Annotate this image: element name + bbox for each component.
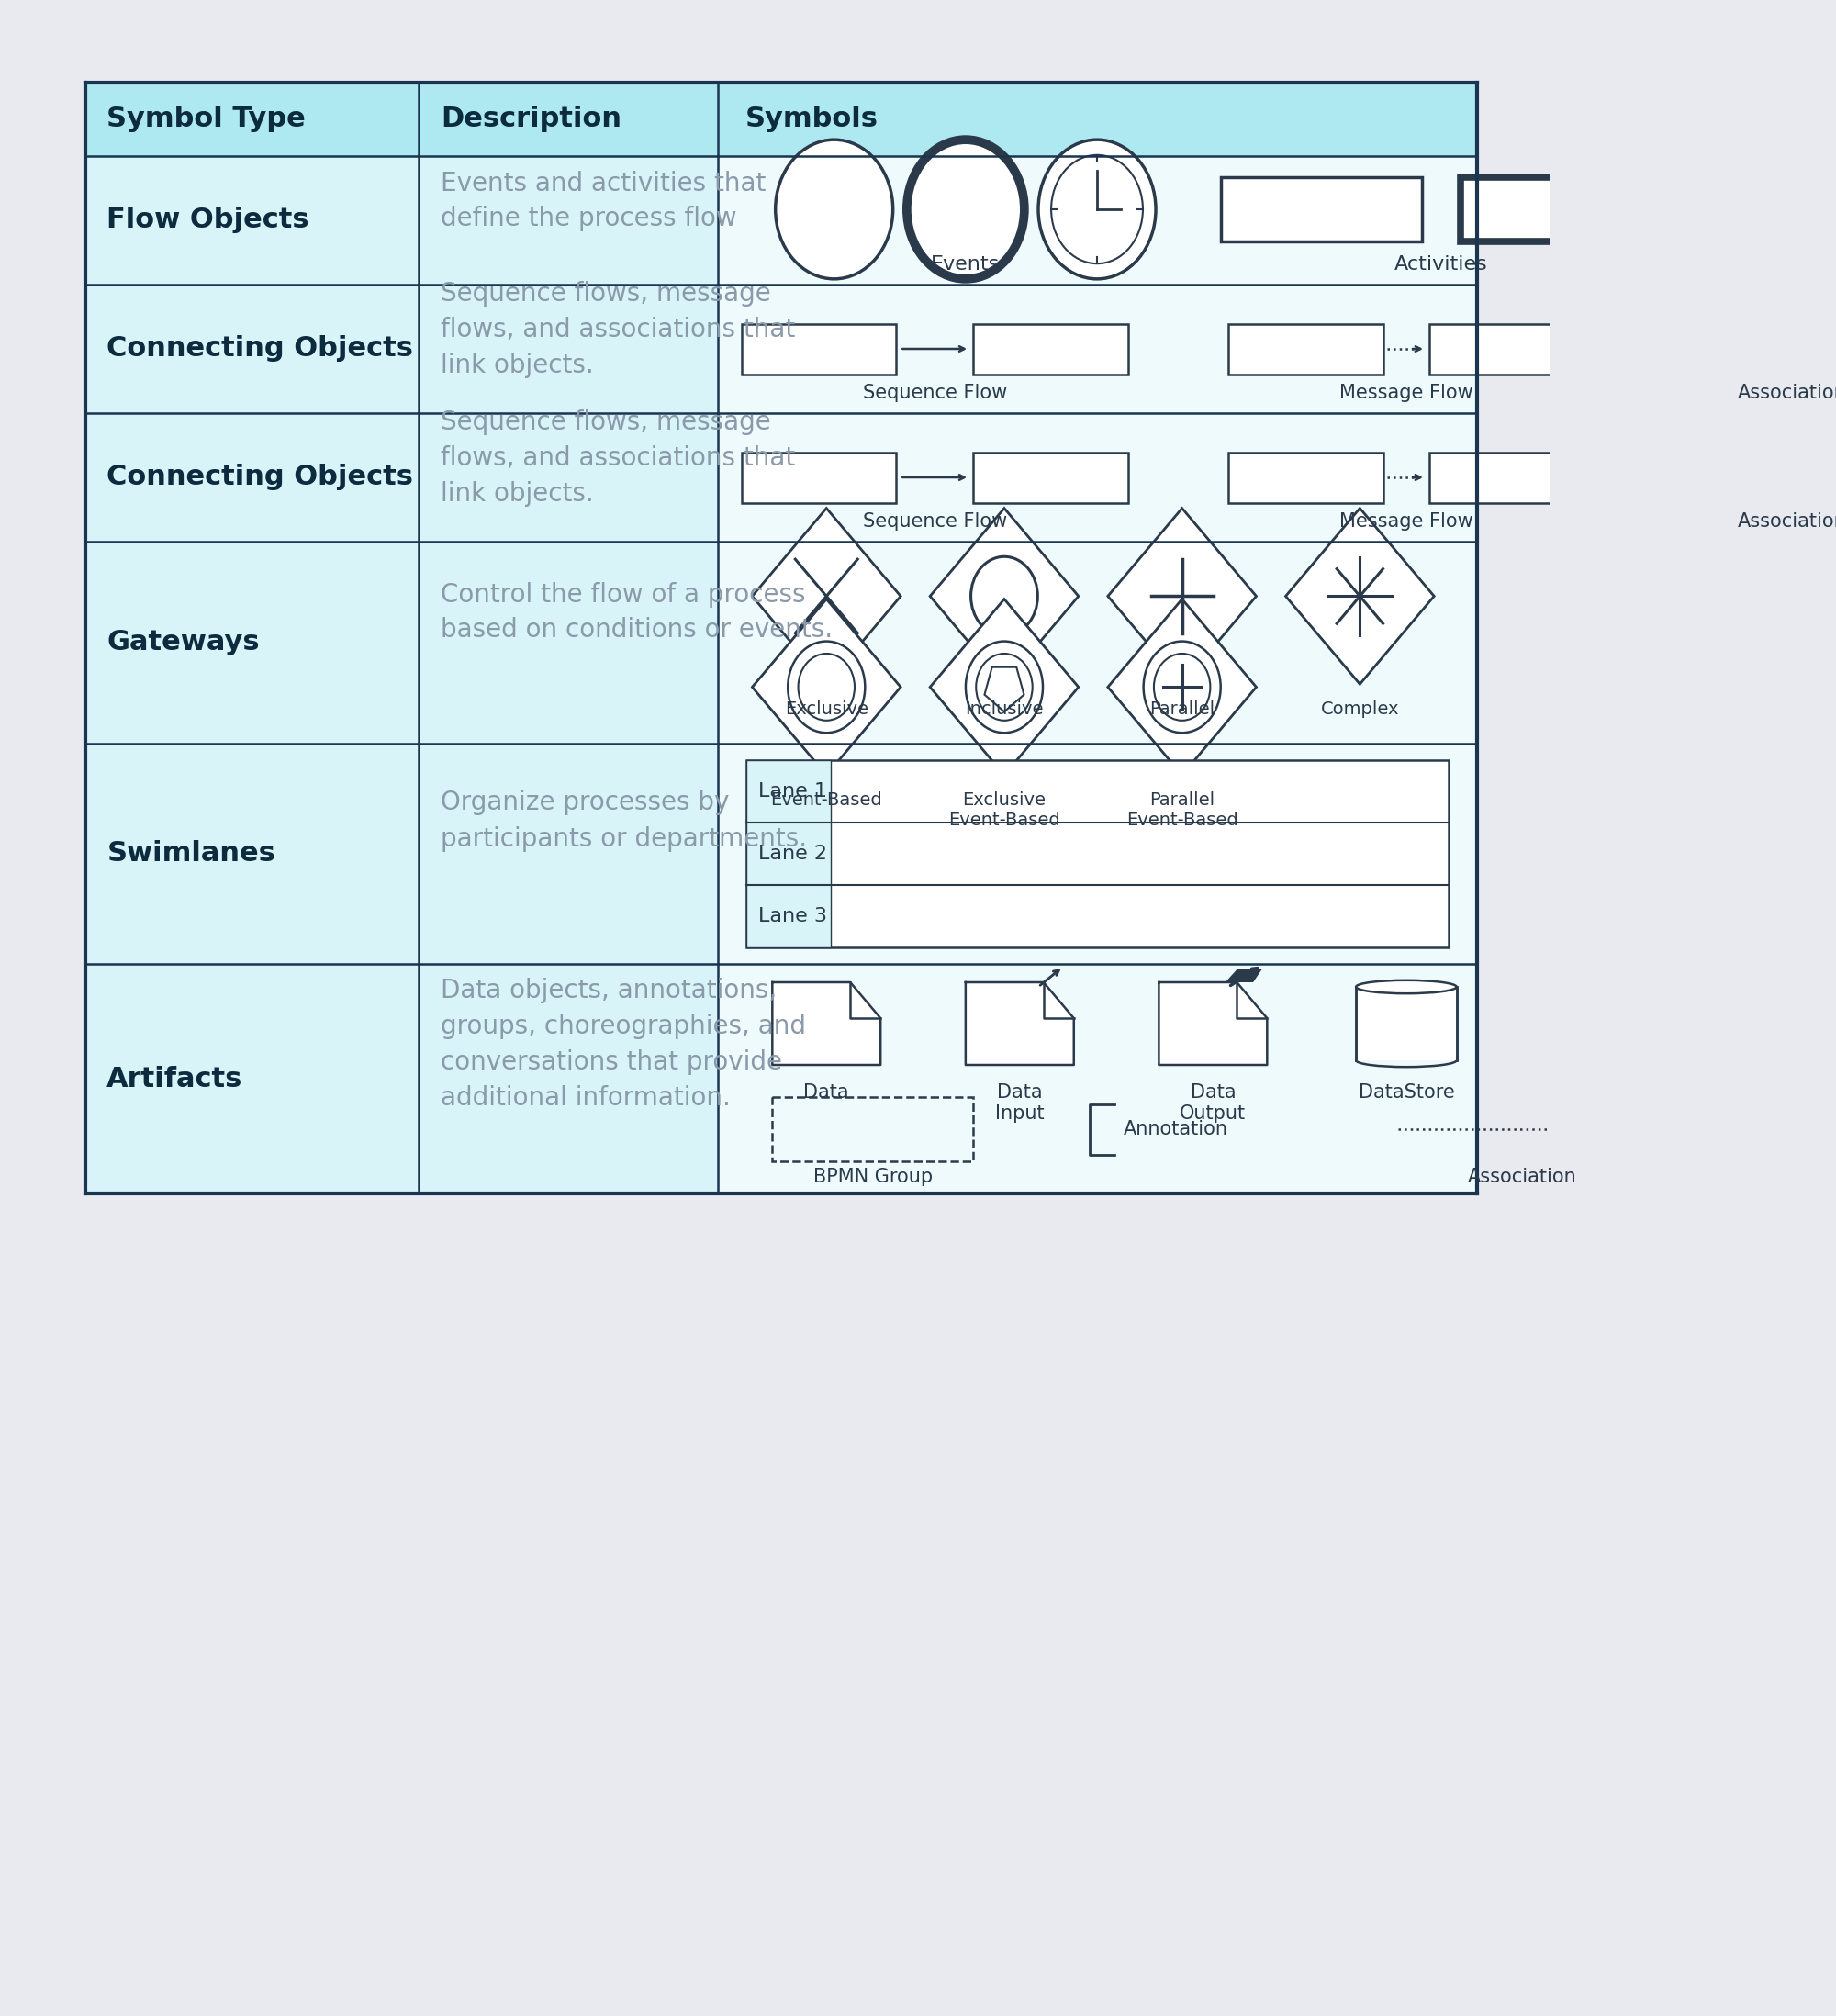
Circle shape — [1144, 641, 1221, 732]
Text: Flow Objects: Flow Objects — [106, 208, 308, 234]
Text: BPMN Group: BPMN Group — [813, 1167, 933, 1185]
Bar — [419, 744, 718, 964]
Text: Artifacts: Artifacts — [106, 1064, 242, 1093]
Circle shape — [1052, 155, 1142, 264]
Bar — [718, 744, 1476, 964]
Polygon shape — [1225, 968, 1263, 982]
Circle shape — [1039, 139, 1157, 278]
Text: Data
Input: Data Input — [995, 1083, 1045, 1123]
Text: Lane 1: Lane 1 — [758, 782, 828, 800]
Bar — [742, 452, 896, 502]
Text: Lane 2: Lane 2 — [758, 845, 828, 863]
Polygon shape — [1159, 982, 1267, 1064]
Circle shape — [907, 139, 1024, 278]
Bar — [419, 542, 718, 744]
Text: Message Flow: Message Flow — [1340, 512, 1472, 530]
Circle shape — [977, 653, 1032, 720]
Text: Associations: Associations — [1737, 512, 1836, 530]
Text: Sequence Flow: Sequence Flow — [863, 512, 1006, 530]
Bar — [718, 964, 1476, 1193]
Text: Organize processes by
participants or departments.: Organize processes by participants or de… — [441, 790, 808, 851]
Bar — [84, 155, 419, 284]
Text: Symbol Type: Symbol Type — [106, 107, 307, 133]
Text: Description: Description — [441, 107, 622, 133]
Text: Lane 3: Lane 3 — [758, 907, 828, 925]
Text: Data: Data — [804, 1083, 850, 1101]
Bar — [1702, 177, 1836, 242]
Circle shape — [788, 641, 865, 732]
Polygon shape — [1107, 599, 1256, 774]
Text: Event-Based: Event-Based — [771, 792, 883, 808]
Polygon shape — [753, 508, 901, 683]
Bar — [718, 413, 1476, 542]
Text: Parallel: Parallel — [1149, 702, 1215, 718]
Text: Data
Output: Data Output — [1181, 1083, 1247, 1123]
Circle shape — [966, 641, 1043, 732]
Text: Symbols: Symbols — [745, 107, 878, 133]
Polygon shape — [931, 599, 1078, 774]
Text: Association: Association — [1467, 1167, 1577, 1185]
Bar — [1430, 325, 1584, 375]
Bar — [419, 83, 718, 155]
Bar — [419, 413, 718, 542]
Text: Connecting Objects: Connecting Objects — [106, 335, 413, 363]
Text: Associations: Associations — [1737, 383, 1836, 401]
Text: Swimlanes: Swimlanes — [106, 841, 275, 867]
Polygon shape — [1357, 988, 1456, 1060]
Bar — [84, 83, 419, 155]
Bar — [973, 325, 1127, 375]
Text: Exclusive: Exclusive — [784, 702, 868, 718]
Circle shape — [799, 653, 854, 720]
Circle shape — [1153, 653, 1210, 720]
Text: Gateways: Gateways — [106, 629, 259, 655]
Polygon shape — [753, 599, 901, 774]
Bar — [1228, 452, 1383, 502]
Text: Control the flow of a process
based on conditions or events.: Control the flow of a process based on c… — [441, 581, 834, 643]
Bar — [745, 760, 1449, 948]
Circle shape — [971, 556, 1037, 635]
Text: Activities: Activities — [1394, 256, 1487, 274]
Bar — [84, 542, 419, 744]
Bar — [1460, 177, 1662, 242]
Bar — [419, 964, 718, 1193]
Text: Message Flow: Message Flow — [1340, 383, 1472, 401]
Circle shape — [775, 139, 892, 278]
Text: Inclusive: Inclusive — [966, 702, 1043, 718]
Text: Sequence flows, message
flows, and associations that
link objects.: Sequence flows, message flows, and assoc… — [441, 280, 795, 379]
Text: Events: Events — [931, 256, 1001, 274]
Bar — [773, 1097, 973, 1161]
Bar — [745, 760, 832, 948]
Bar — [1221, 177, 1421, 242]
Bar — [718, 284, 1476, 413]
Polygon shape — [1285, 508, 1434, 683]
Bar — [718, 155, 1476, 284]
Polygon shape — [773, 982, 881, 1064]
Bar — [1228, 325, 1383, 375]
Bar — [84, 744, 419, 964]
Ellipse shape — [1357, 980, 1456, 994]
Bar — [84, 964, 419, 1193]
Bar — [973, 452, 1127, 502]
Text: Exclusive
Event-Based: Exclusive Event-Based — [949, 792, 1059, 829]
Bar — [1430, 452, 1584, 502]
Polygon shape — [966, 982, 1074, 1064]
Bar — [84, 413, 419, 542]
Text: Data objects, annotations,
groups, choreographies, and
conversations that provid: Data objects, annotations, groups, chore… — [441, 978, 806, 1111]
Bar — [419, 284, 718, 413]
Text: Sequence flows, message
flows, and associations that
link objects.: Sequence flows, message flows, and assoc… — [441, 409, 795, 506]
Text: Complex: Complex — [1320, 702, 1399, 718]
Text: Sequence Flow: Sequence Flow — [863, 383, 1006, 401]
Text: Connecting Objects: Connecting Objects — [106, 464, 413, 490]
Bar — [718, 83, 1476, 155]
Text: Parallel
Event-Based: Parallel Event-Based — [1125, 792, 1237, 829]
Bar — [84, 284, 419, 413]
Text: Events and activities that
define the process flow: Events and activities that define the pr… — [441, 169, 766, 232]
Text: DataStore: DataStore — [1359, 1083, 1454, 1101]
Bar — [718, 542, 1476, 744]
Polygon shape — [1107, 508, 1256, 683]
Bar — [419, 155, 718, 284]
Bar — [742, 325, 896, 375]
Text: Annotation: Annotation — [1124, 1121, 1228, 1139]
Polygon shape — [931, 508, 1078, 683]
